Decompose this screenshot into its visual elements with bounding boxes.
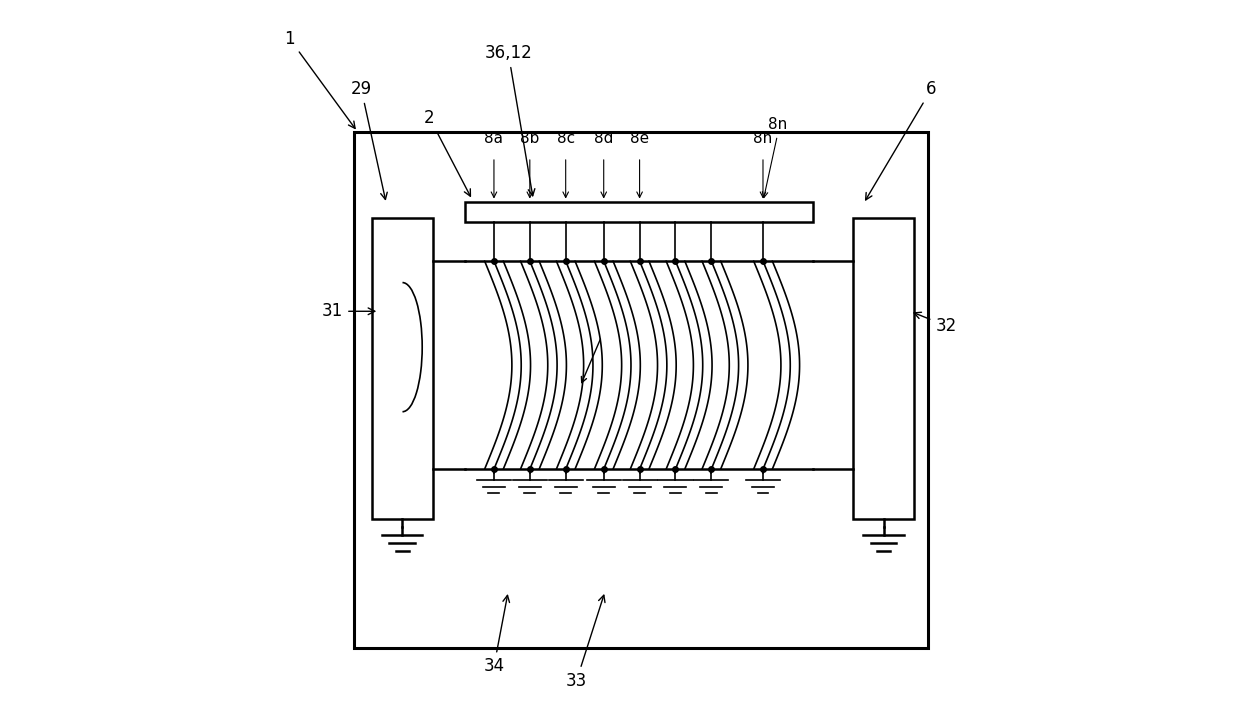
Text: 8b: 8b bbox=[520, 132, 539, 146]
Text: 32: 32 bbox=[914, 312, 957, 335]
Text: 8n: 8n bbox=[753, 132, 773, 146]
Bar bbox=[852, 218, 913, 519]
Text: 34: 34 bbox=[483, 595, 509, 675]
Bar bbox=[466, 202, 813, 221]
Text: 6: 6 bbox=[866, 80, 937, 200]
Text: 8e: 8e bbox=[629, 132, 649, 146]
Text: 8a: 8a bbox=[484, 132, 503, 146]
Text: 31: 31 bbox=[322, 302, 375, 320]
Text: 36,12: 36,12 bbox=[484, 44, 535, 196]
Text: 8c: 8c bbox=[556, 132, 575, 146]
Text: 8n: 8n bbox=[768, 117, 787, 132]
Text: 29: 29 bbox=[351, 80, 388, 200]
Bar bbox=[354, 132, 928, 649]
Text: 2: 2 bbox=[424, 108, 471, 196]
Bar bbox=[372, 218, 432, 519]
Text: 1: 1 bbox=[284, 30, 356, 129]
Text: 33: 33 bbox=[566, 595, 605, 690]
Text: 8d: 8d bbox=[593, 132, 613, 146]
